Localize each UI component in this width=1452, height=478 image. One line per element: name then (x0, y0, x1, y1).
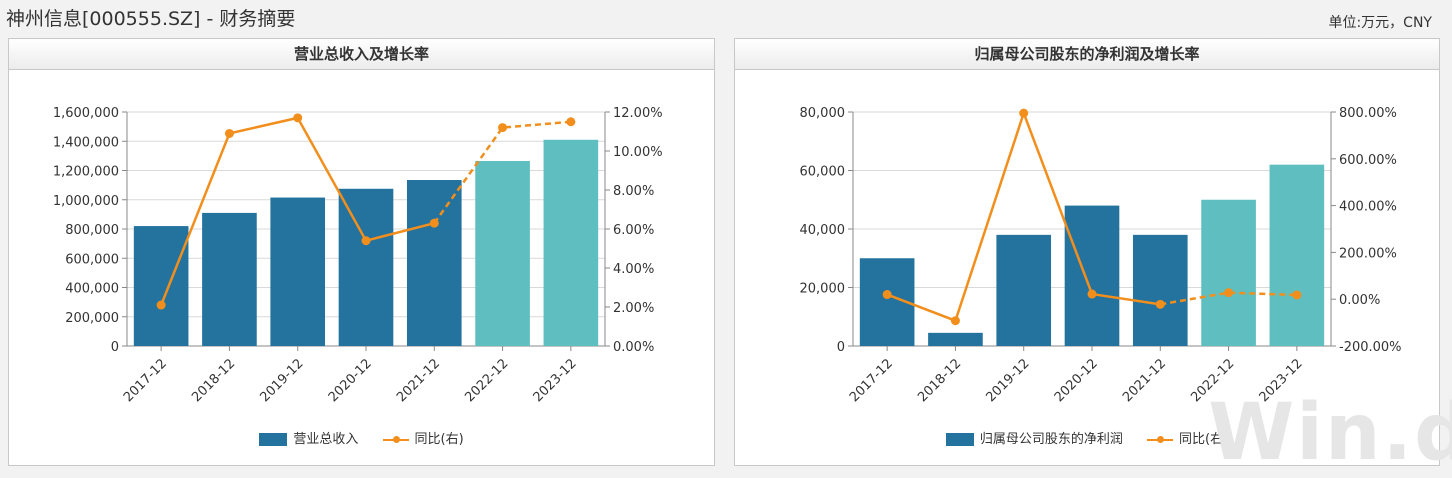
yoy-line-forecast (1160, 291, 1297, 306)
x-tick-label: 2020-12 (326, 356, 375, 405)
legend-label-net-profit: 归属母公司股东的净利润 (979, 432, 1123, 447)
revenue-chart-panel: 营业总收入及增长率 0 200,000 400,000 600,000 800,000 1… (8, 38, 715, 466)
left-tick-label: 20,000 (800, 282, 846, 297)
right-tick-label: 12.00% (613, 106, 663, 121)
x-tick-label: 2020-12 (1052, 356, 1101, 405)
x-tick-label: 2018-12 (915, 356, 964, 405)
left-tick-label: 400,000 (65, 282, 119, 297)
right-tick-label: 800.00% (1339, 106, 1397, 121)
legend-item-revenue[interactable]: 营业总收入 (259, 428, 358, 447)
yoy-point (1224, 288, 1234, 298)
legend-item-yoy[interactable]: 同比(右) (1147, 428, 1228, 447)
unit-label: 单位:万元，CNY (1328, 15, 1432, 31)
left-tick-label: 0 (111, 340, 119, 355)
x-tick-label: 2019-12 (258, 356, 307, 405)
x-tick-label: 2022-12 (462, 356, 511, 405)
yoy-point (1087, 289, 1097, 299)
x-tick-label: 2018-12 (189, 356, 238, 405)
left-tick-label: 60,000 (800, 165, 846, 180)
revenue-chart-legend: 营业总收入 同比(右) (9, 428, 714, 447)
legend-bar-swatch (259, 433, 288, 446)
right-tick-label: 10.00% (613, 145, 663, 160)
left-tick-label: 0 (837, 340, 845, 355)
yoy-point (1019, 108, 1029, 118)
right-tick-label: 2.00% (613, 301, 654, 316)
right-tick-label: 4.00% (613, 262, 654, 277)
yoy-point (429, 218, 439, 228)
yoy-point (361, 236, 371, 246)
legend-bar-swatch (945, 433, 974, 446)
x-tick-label: 2017-12 (121, 356, 170, 405)
x-tick-label: 2023-12 (531, 356, 580, 405)
x-tick-label: 2017-12 (847, 356, 896, 405)
legend-item-yoy[interactable]: 同比(右) (382, 428, 464, 447)
page-title: 神州信息[000555.SZ] - 财务摘要 (6, 8, 296, 30)
bar (133, 226, 189, 346)
bar (1064, 205, 1120, 346)
left-tick-label: 80,000 (800, 106, 846, 121)
legend-label-yoy: 同比(右) (414, 432, 464, 447)
legend-label-yoy: 同比(右) (1179, 432, 1229, 447)
left-tick-label: 800,000 (65, 223, 119, 238)
yoy-point (566, 117, 576, 127)
left-tick-label: 1,000,000 (53, 194, 119, 209)
x-tick-label: 2021-12 (1120, 356, 1169, 405)
left-tick-label: 1,200,000 (53, 165, 119, 180)
x-tick-label: 2019-12 (984, 356, 1033, 405)
yoy-point (1292, 290, 1302, 300)
right-tick-label: 200.00% (1339, 246, 1397, 261)
x-tick-label: 2021-12 (394, 356, 443, 405)
left-tick-label: 1,400,000 (53, 135, 119, 150)
bar (406, 180, 462, 346)
yoy-point (882, 290, 892, 300)
revenue-chart-title: 营业总收入及增长率 (9, 39, 714, 70)
right-tick-label: 6.00% (613, 223, 654, 238)
right-tick-label: 0.00% (1339, 293, 1380, 308)
bar (1201, 199, 1256, 346)
yoy-point (293, 113, 303, 123)
right-tick-label: 8.00% (613, 184, 654, 199)
net-profit-chart: 0 20,000 40,000 60,000 80,000 -200.00% 0.00% 20… (800, 106, 1402, 405)
yoy-point (1155, 299, 1165, 309)
left-tick-label: 1,600,000 (53, 106, 119, 121)
bar (475, 160, 530, 346)
bar (270, 197, 326, 346)
bar (1132, 234, 1188, 346)
bar (543, 139, 599, 346)
wind-watermark: Win.d (1208, 388, 1452, 478)
right-tick-label: 600.00% (1339, 153, 1397, 168)
yoy-line-forecast (433, 120, 571, 224)
right-tick-label: -200.00% (1339, 340, 1402, 355)
net-profit-chart-title: 归属母公司股东的净利润及增长率 (735, 39, 1439, 70)
legend-label-revenue: 营业总收入 (293, 432, 359, 447)
net-profit-chart-legend: 归属母公司股东的净利润 同比(右) (735, 428, 1439, 447)
yoy-point (224, 128, 234, 138)
left-tick-label: 200,000 (65, 311, 119, 326)
left-tick-label: 600,000 (65, 252, 119, 267)
bar (202, 212, 257, 346)
bar (928, 332, 983, 346)
revenue-chart: 0 200,000 400,000 600,000 800,000 1,000,000 1,… (53, 106, 663, 405)
left-tick-label: 40,000 (800, 223, 846, 238)
yoy-point (156, 300, 166, 310)
right-tick-label: 0.00% (613, 340, 654, 355)
right-tick-label: 400.00% (1339, 200, 1397, 215)
bar (1269, 164, 1325, 346)
legend-line-swatch (382, 433, 409, 446)
legend-line-swatch (1147, 433, 1173, 446)
yoy-point (950, 316, 960, 326)
legend-item-net-profit[interactable]: 归属母公司股东的净利润 (945, 428, 1123, 447)
bar (338, 188, 394, 346)
bar (996, 234, 1052, 346)
yoy-point (498, 123, 508, 133)
net-profit-chart-panel: 归属母公司股东的净利润及增长率 0 20,000 40,000 60,000 80,00… (734, 38, 1440, 466)
